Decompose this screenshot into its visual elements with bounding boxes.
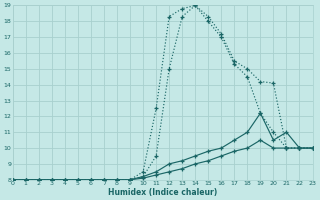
X-axis label: Humidex (Indice chaleur): Humidex (Indice chaleur) (108, 188, 217, 197)
